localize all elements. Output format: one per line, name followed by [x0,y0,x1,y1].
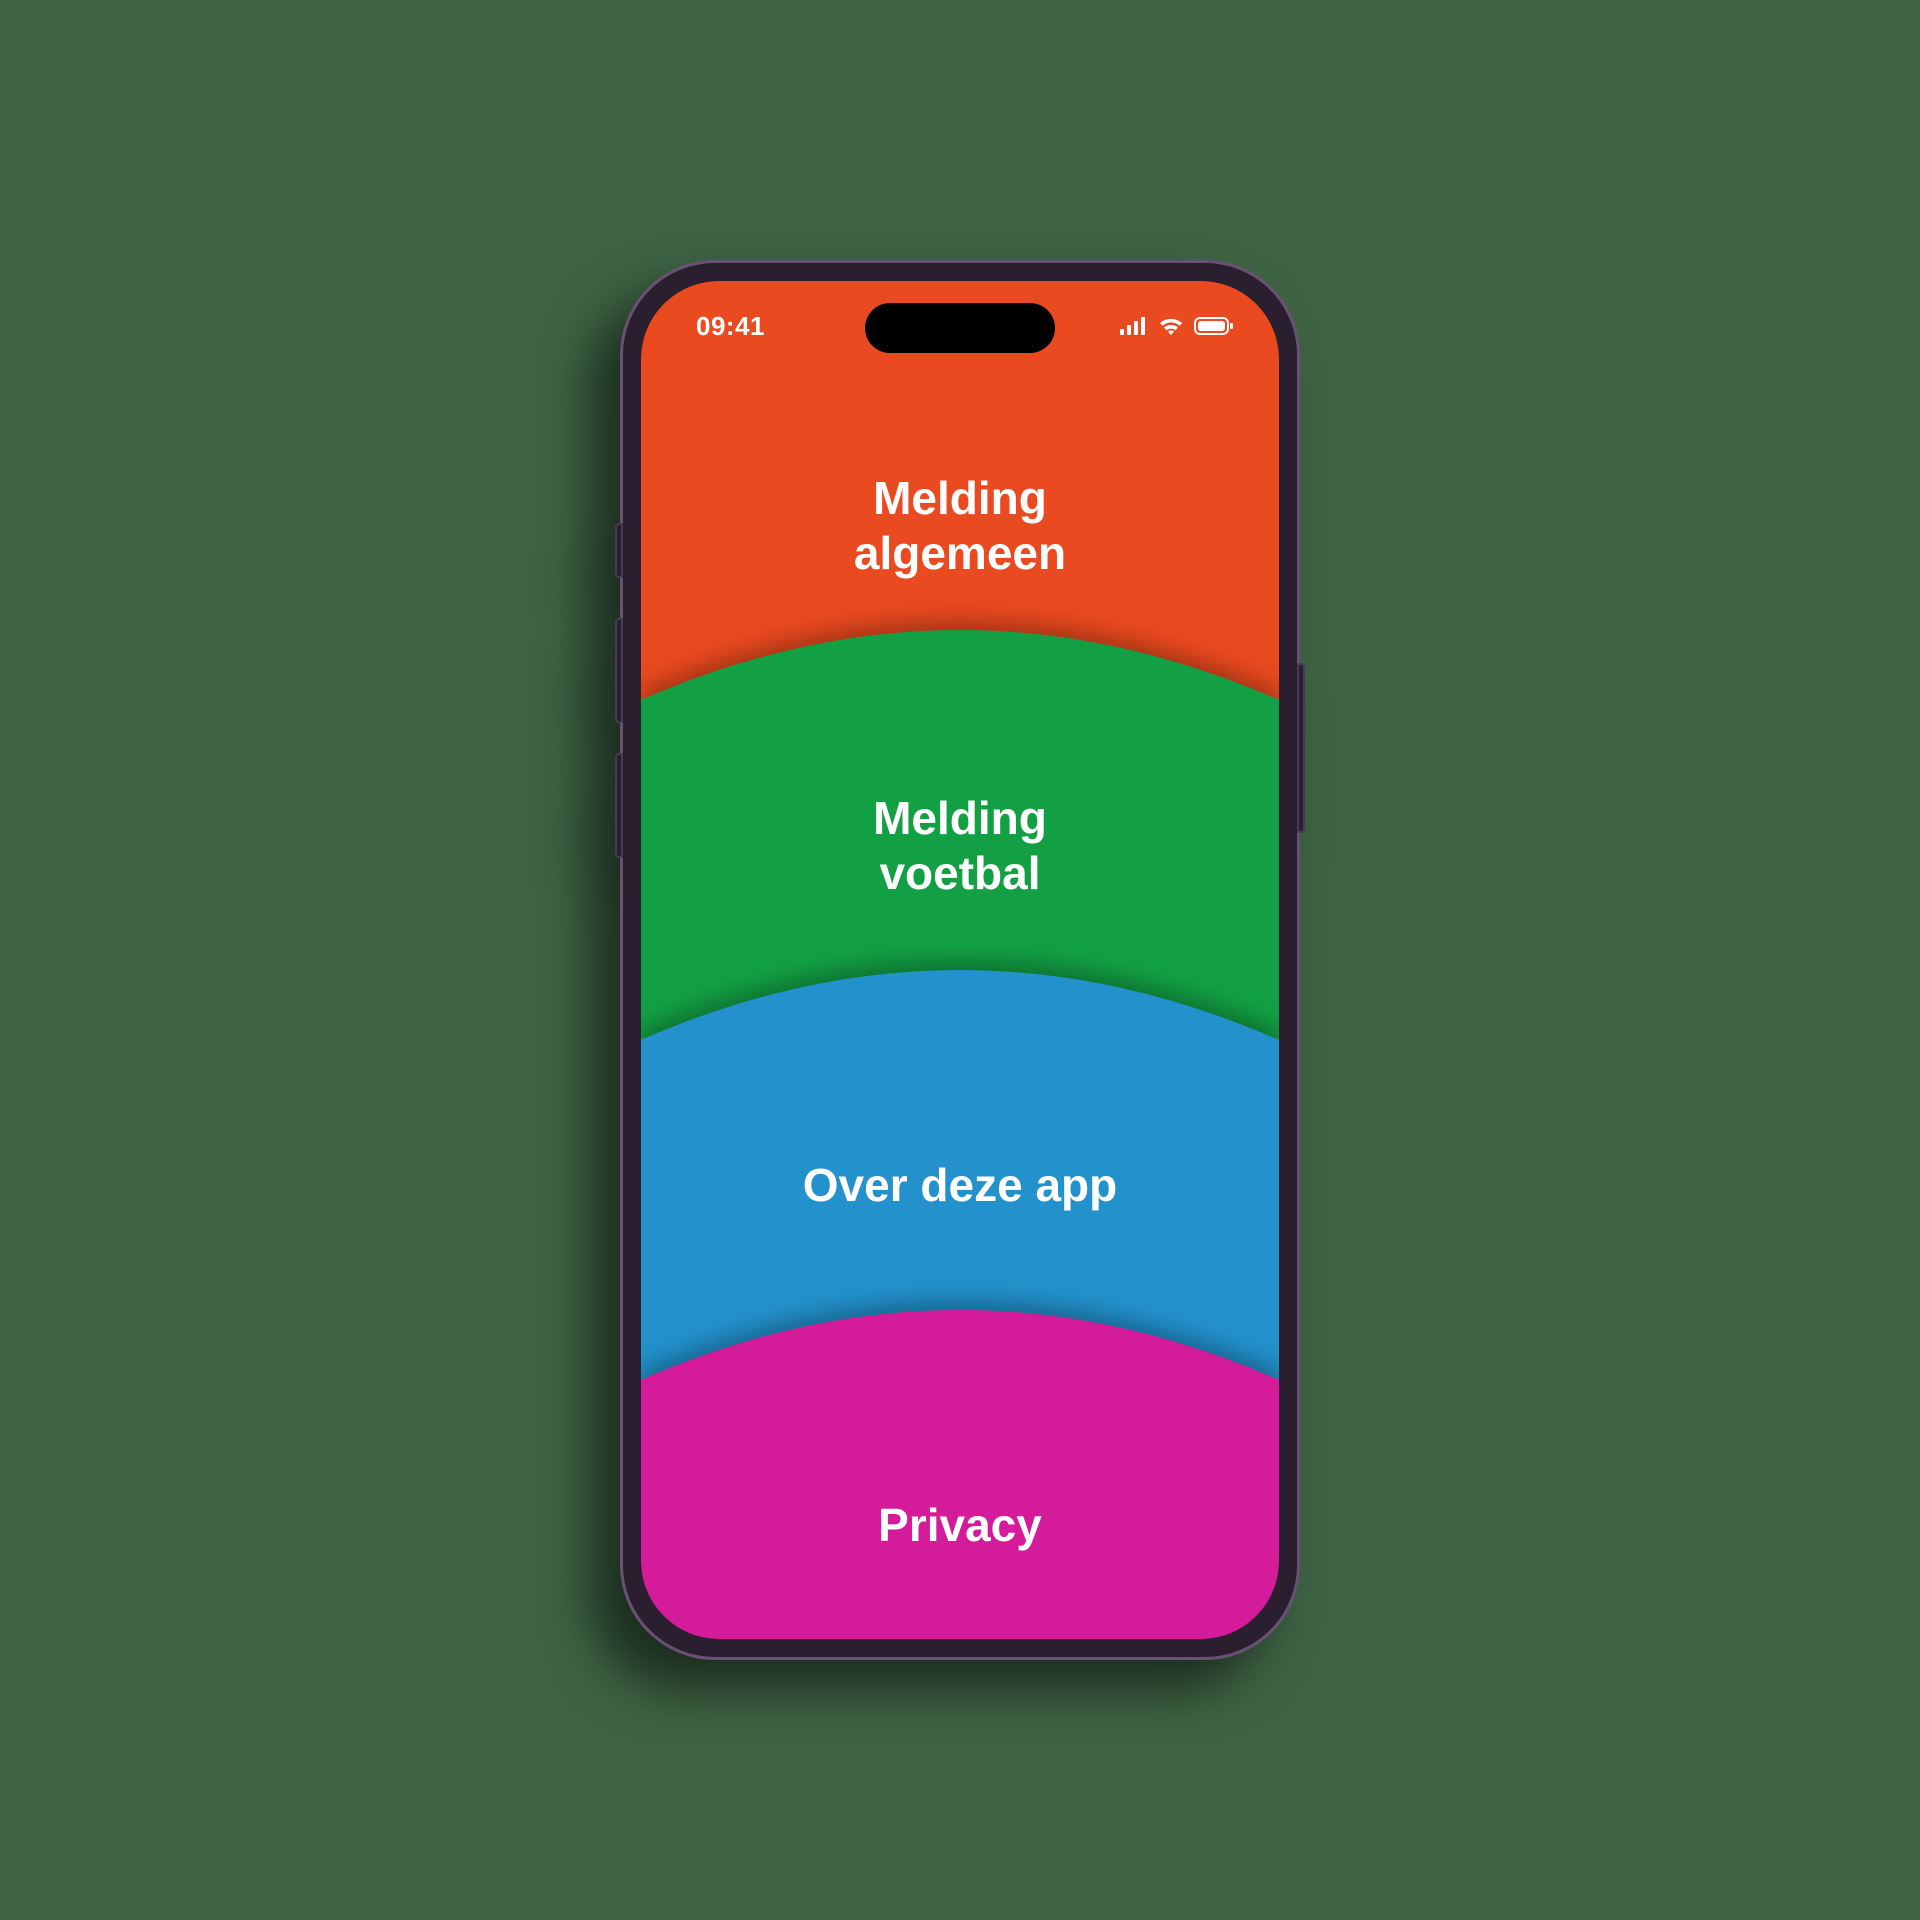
cellular-icon [1120,317,1148,335]
wifi-icon [1158,316,1184,336]
menu-item-label: Privacy [838,1498,1082,1553]
phone-screen: 09:41 [641,281,1279,1639]
menu-item-label: Melding voetbal [833,791,1087,901]
menu-item-privacy[interactable]: Privacy [641,1301,1279,1639]
menu-sections: Melding algemeen Melding voetbal [641,281,1279,1639]
volume-up-button [615,618,623,723]
phone-mockup: 09:41 [620,260,1300,1660]
dynamic-island [865,303,1055,353]
volume-down-button [615,753,623,858]
battery-icon [1194,316,1234,336]
mute-switch [615,523,623,578]
power-button [1297,663,1305,833]
phone-frame: 09:41 [620,260,1300,1660]
status-icons [1120,316,1234,336]
menu-item-label: Over deze app [763,1158,1157,1213]
status-time: 09:41 [696,311,765,342]
menu-item-label: Melding algemeen [814,471,1106,581]
